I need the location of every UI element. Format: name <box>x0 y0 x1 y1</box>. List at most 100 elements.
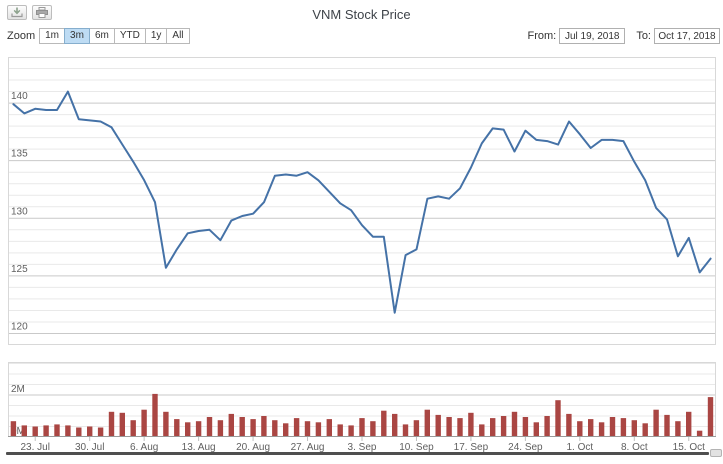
volume-bar <box>620 418 627 437</box>
volume-bar <box>381 410 387 437</box>
download-icon <box>11 7 23 18</box>
zoom-label: Zoom <box>7 30 36 42</box>
x-axis-label: 24. Sep <box>508 442 543 453</box>
volume-bar <box>195 421 202 437</box>
volume-axis-label: 2M <box>11 384 25 395</box>
zoom-button-1m[interactable]: 1m <box>39 28 66 44</box>
volume-chart-panel: 0M 2M <box>8 362 716 437</box>
volume-bar <box>457 418 463 437</box>
volume-bar <box>544 416 550 437</box>
volume-bar <box>664 414 670 437</box>
x-axis-label: 1. Oct <box>567 442 594 453</box>
price-line <box>12 90 712 314</box>
volume-bar <box>119 412 125 437</box>
volume-bar <box>609 417 616 437</box>
volume-bar <box>174 419 180 437</box>
print-button[interactable] <box>32 5 52 20</box>
volume-bar <box>217 420 224 437</box>
volume-bar <box>108 411 115 437</box>
zoom-button-3m[interactable]: 3m <box>64 28 90 44</box>
from-label: From: <box>527 30 557 42</box>
volume-bar <box>348 425 354 437</box>
volume-bar <box>337 424 343 437</box>
to-date-input[interactable] <box>654 28 720 44</box>
volume-bar <box>163 411 169 437</box>
x-axis-label: 30. Jul <box>75 442 104 453</box>
volume-bar <box>76 427 82 437</box>
volume-bar <box>97 427 104 437</box>
volume-bar <box>206 417 213 437</box>
price-chart: 120 125 130 135 140 <box>8 57 716 345</box>
volume-bar <box>522 417 529 437</box>
volume-bar <box>533 422 539 437</box>
chart-title: VNM Stock Price <box>312 7 411 22</box>
x-axis-label: 27. Aug <box>291 442 325 453</box>
volume-bar <box>43 425 49 437</box>
volume-bar <box>598 422 605 437</box>
x-axis-label: 20. Aug <box>236 442 270 453</box>
volume-bar <box>435 414 441 437</box>
x-axis-label: 8. Oct <box>621 442 648 453</box>
volume-bar <box>468 412 474 437</box>
to-label: To: <box>636 30 651 42</box>
plot-border <box>8 57 716 345</box>
volume-bar <box>490 418 496 437</box>
volume-bar <box>261 416 267 437</box>
volume-bar <box>130 420 136 437</box>
export-toolbar <box>7 5 52 20</box>
volume-bar <box>283 423 289 437</box>
volume-bar <box>326 419 332 437</box>
volume-bar <box>152 393 158 437</box>
volume-bar <box>696 430 703 437</box>
volume-bar <box>10 421 17 437</box>
export-download-button[interactable] <box>7 5 27 20</box>
x-axis: 23. Jul 30. Jul 6. Aug 13. Aug 20. Aug 27. Au… <box>0 437 723 453</box>
y-axis-label: 125 <box>11 264 28 275</box>
y-axis-label: 140 <box>11 91 28 102</box>
volume-bar <box>359 418 365 437</box>
volume-bar <box>686 411 692 437</box>
x-axis-label: 3. Sep <box>348 442 377 453</box>
volume-bar <box>577 421 583 437</box>
zoom-button-all[interactable]: All <box>166 28 190 44</box>
zoom-button-1y[interactable]: 1y <box>144 28 168 44</box>
volume-chart: 0M 2M <box>8 362 716 437</box>
x-axis-label: 6. Aug <box>130 442 158 453</box>
scrollbar-thumb[interactable] <box>6 452 709 455</box>
volume-bar <box>272 420 278 437</box>
volume-bar <box>707 397 714 437</box>
volume-bar <box>392 413 398 437</box>
x-axis-label: 13. Aug <box>182 442 216 453</box>
from-date-input[interactable] <box>559 28 626 44</box>
volume-bar <box>653 409 659 437</box>
x-axis-label: 10. Sep <box>399 442 434 453</box>
price-chart-panel: 120 125 130 135 140 <box>8 57 716 345</box>
volume-bar <box>675 421 681 437</box>
volume-bar <box>32 426 38 437</box>
x-axis-label: 15. Oct <box>673 442 705 453</box>
scrollbar-grip[interactable] <box>710 449 722 457</box>
volume-bar <box>315 422 322 437</box>
volume-bar <box>566 413 572 437</box>
volume-bar <box>500 416 507 437</box>
volume-bar <box>65 425 71 437</box>
x-axis-label: 17. Sep <box>454 442 489 453</box>
volume-axis-label: 0M <box>11 426 25 437</box>
zoom-button-ytd[interactable]: YTD <box>113 28 146 44</box>
zoom-button-6m[interactable]: 6m <box>88 28 115 44</box>
volume-bar <box>370 421 376 437</box>
volume-bar <box>228 413 234 437</box>
volume-bar <box>54 424 60 437</box>
volume-bar <box>413 420 420 437</box>
volume-bar <box>21 425 27 437</box>
volume-bar <box>511 411 518 437</box>
volume-bar <box>555 400 561 437</box>
volume-bar <box>446 417 452 437</box>
zoom-button-group: 1m 3m 6m YTD 1y All <box>39 28 190 44</box>
x-axis-label: 23. Jul <box>20 442 49 453</box>
volume-bar <box>642 423 648 437</box>
volume-bar <box>293 418 300 437</box>
volume-bar <box>479 424 485 437</box>
